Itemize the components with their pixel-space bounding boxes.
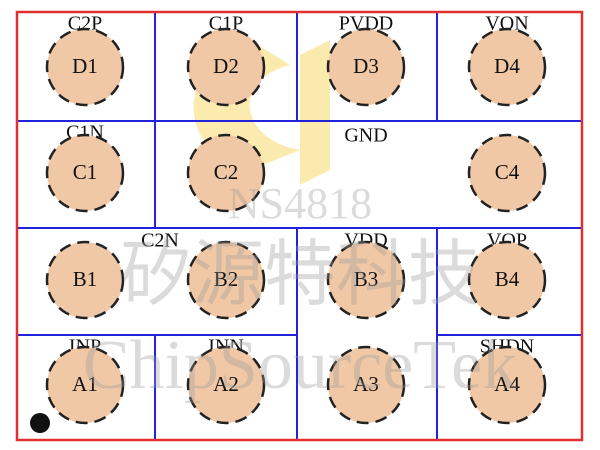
- ball-id: D3: [353, 54, 379, 78]
- ball-id: A2: [213, 372, 239, 396]
- ball-id: D1: [72, 54, 98, 78]
- ball-id: B2: [214, 267, 239, 291]
- ball-id: C1: [73, 160, 98, 184]
- ball-id: B1: [73, 267, 98, 291]
- ball: [186, 345, 266, 425]
- ball: [45, 27, 125, 107]
- watermark: NS4818: [228, 179, 372, 228]
- pin1-marker: [30, 413, 50, 433]
- ball: [326, 240, 406, 320]
- ball-id: B3: [354, 267, 379, 291]
- ball: [467, 345, 547, 425]
- ball: [467, 240, 547, 320]
- ball: [45, 240, 125, 320]
- ball: [186, 240, 266, 320]
- ball: [186, 133, 266, 213]
- ball: [45, 133, 125, 213]
- ball-id: C4: [495, 160, 520, 184]
- region-borders: [17, 12, 582, 440]
- ball-id: A3: [353, 372, 379, 396]
- watermark: ChipSourceTek: [83, 327, 517, 404]
- ball-id: A1: [72, 372, 98, 396]
- ball-id: B4: [495, 267, 520, 291]
- ball: [326, 27, 406, 107]
- ball: [45, 345, 125, 425]
- ball: [467, 133, 547, 213]
- ball: [326, 345, 406, 425]
- balls: D1 D2 D3 D4 C1 C2 C4 B1 B2 B3 B4 A1 A2 A3 A4: [45, 27, 547, 425]
- ball-id: C2: [214, 160, 239, 184]
- ball-id: D4: [494, 54, 520, 78]
- region-label: GND: [344, 125, 387, 147]
- region-label: C2P: [68, 13, 102, 35]
- region-label: C1P: [209, 13, 243, 35]
- ball: [186, 27, 266, 107]
- region-label: PVDD: [339, 13, 393, 35]
- ball-id: D2: [213, 54, 239, 78]
- region-label: C2N: [141, 230, 179, 252]
- ball: [467, 27, 547, 107]
- region-label: VON: [485, 13, 528, 35]
- watermark: 矽源特科技: [120, 232, 480, 316]
- package-outline: [15, 10, 584, 442]
- ball-id: A4: [494, 372, 520, 396]
